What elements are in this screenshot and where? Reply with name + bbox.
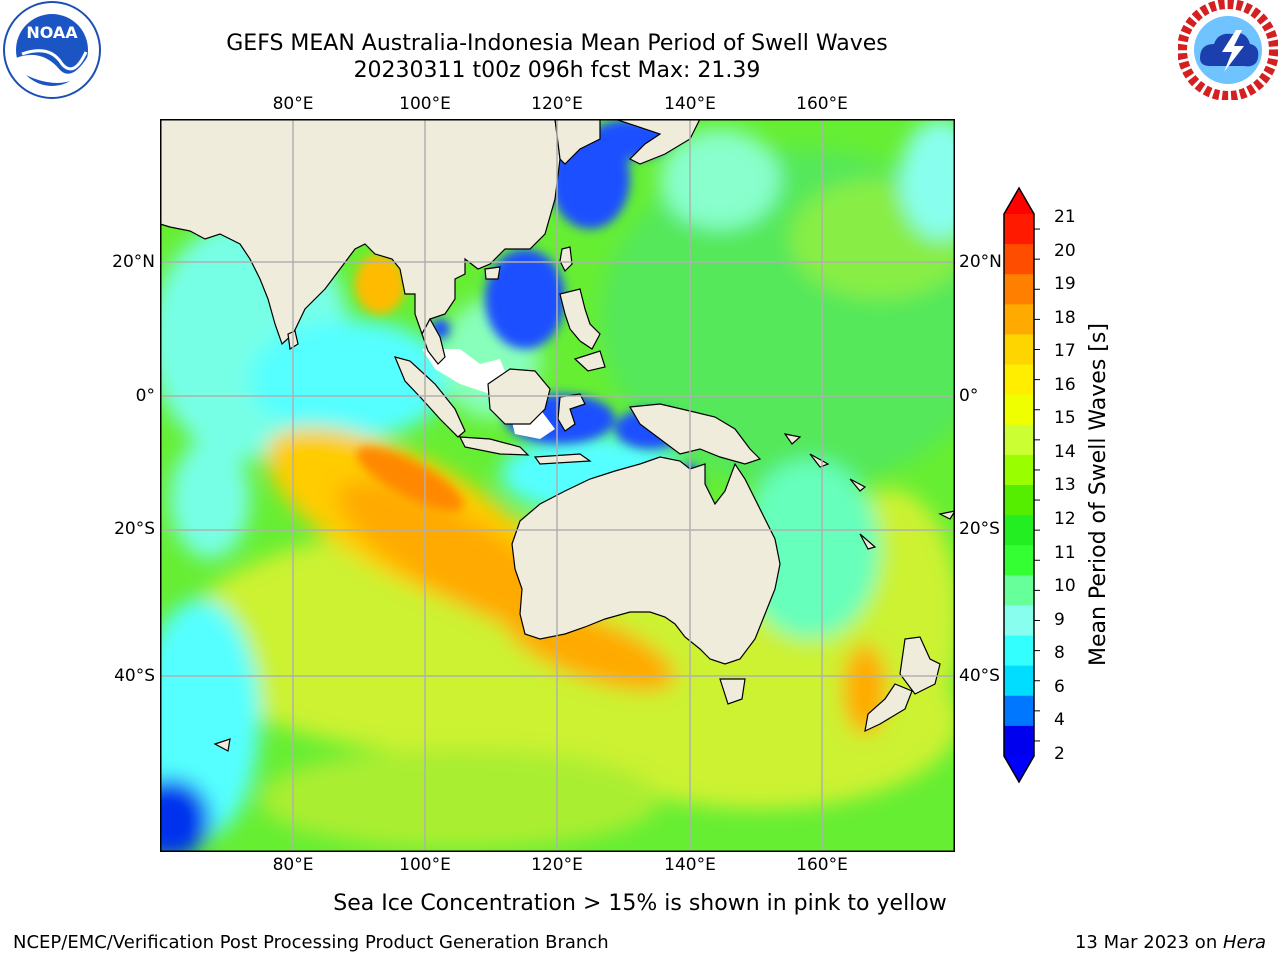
lon-label-bottom: 160°E [796,855,848,875]
colorbar-tick: 6 [1054,677,1065,697]
colorbar-band [1004,454,1034,486]
colorbar-band [1004,304,1034,335]
nws-logo [1178,0,1278,100]
colorbar-tick: 4 [1054,710,1065,730]
colorbar-tick: 13 [1054,475,1076,495]
land-layer [160,119,955,752]
lat-label-left: 20°N [112,252,155,272]
lon-label-bottom: 140°E [664,855,716,875]
lon-label-top: 140°E [664,94,716,114]
colorbar-band [1004,485,1034,516]
lon-label-bottom: 120°E [531,855,583,875]
colorbar-tick: 8 [1054,643,1065,663]
footer-date-text: 13 Mar 2023 on [1074,932,1223,953]
footer-branch: NCEP/EMC/Verification Post Processing Pr… [13,932,609,953]
colorbar-band [1004,394,1034,426]
colorbar-tick: 2 [1054,744,1065,764]
colorbar-band [1004,515,1034,546]
colorbar-band [1004,605,1034,637]
colorbar-tick: 20 [1054,241,1076,261]
colorbar-band [1004,214,1034,245]
lat-label-right: 20°S [959,519,1000,539]
graticule [160,119,955,852]
lon-label-top: 100°E [399,94,451,114]
lat-label-right: 0° [959,386,979,406]
colorbar-tick: 12 [1054,509,1076,529]
colorbar-tick: 10 [1054,576,1076,596]
colorbar-band [1004,334,1034,366]
colorbar-band [1004,274,1034,305]
svg-text:NOAA: NOAA [26,23,78,42]
noaa-logo: NOAA [2,0,102,100]
colorbar-band [1004,424,1034,456]
colorbar-band [1004,364,1034,396]
colorbar-tick: 17 [1054,341,1076,361]
colorbar-band [1004,635,1034,667]
lon-label-bottom: 100°E [399,855,451,875]
colorbar-tick: 11 [1054,543,1076,563]
colorbar-outline [1003,186,1035,784]
lat-label-left: 20°S [114,519,155,539]
swell-period-map [160,119,955,852]
colorbar-band [1004,545,1034,576]
lat-label-left: 40°S [114,666,155,686]
map-subtitle: 20230311 t00z 096h fcst Max: 21.39 [353,58,761,83]
lon-label-top: 80°E [272,94,314,114]
colorbar-tick: 9 [1054,610,1065,630]
colorbar-tick: 16 [1054,375,1076,395]
colorbar-band [1004,695,1034,727]
colorbar-band [1004,244,1034,275]
colorbar-tick: 15 [1054,408,1076,428]
colorbar-band [1004,725,1034,757]
sea-ice-caption: Sea Ice Concentration > 15% is shown in … [333,891,947,916]
footer-host: Hera [1222,932,1266,953]
colorbar-label: Mean Period of Swell Waves [s] [1086,323,1111,666]
colorbar-band [1004,665,1034,697]
map-title: GEFS MEAN Australia-Indonesia Mean Perio… [226,31,888,56]
footer-date: 13 Mar 2023 on Hera [1075,932,1266,954]
colorbar-tick: 19 [1054,274,1076,294]
colorbar-extend-bottom [1004,756,1034,782]
lon-label-bottom: 80°E [272,855,314,875]
colorbar [1000,186,1040,784]
lat-label-right: 20°N [959,252,1002,272]
colorbar-extend-top [1004,188,1034,214]
colorbar-band [1004,575,1034,606]
colorbar-tick: 21 [1054,207,1076,227]
lon-label-top: 120°E [531,94,583,114]
colorbar-tick: 14 [1054,442,1076,462]
lon-label-top: 160°E [796,94,848,114]
lat-label-left: 0° [135,386,155,406]
lat-label-right: 40°S [959,666,1000,686]
colorbar-tick: 18 [1054,308,1076,328]
